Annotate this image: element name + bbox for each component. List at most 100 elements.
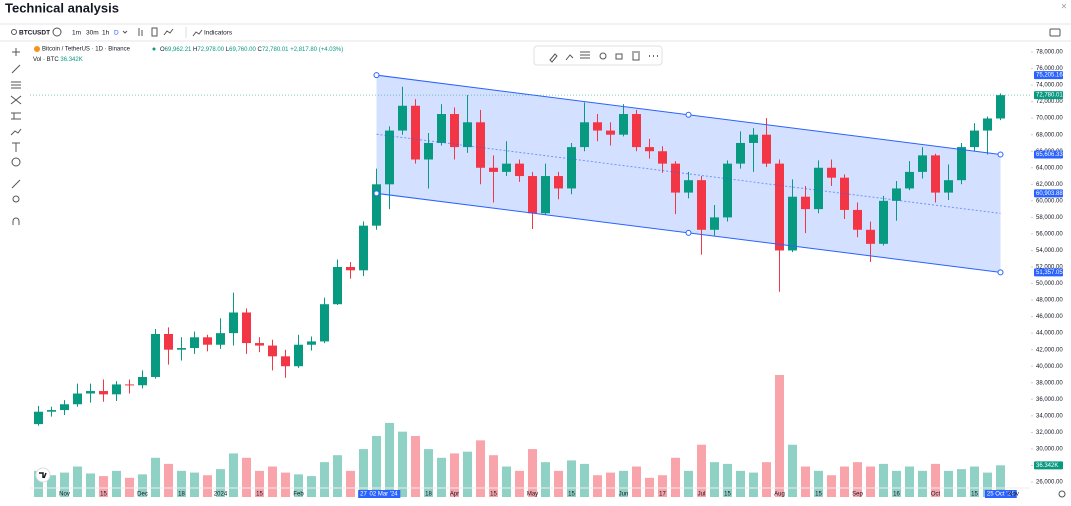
volume-bar xyxy=(255,470,264,497)
candle-body xyxy=(515,163,524,177)
candle-body xyxy=(723,163,732,218)
projection-tool[interactable] xyxy=(11,112,21,120)
candle-body xyxy=(697,180,706,230)
volume-bar xyxy=(918,470,927,497)
ohlc-legend: O69,962.21 H72,978.00 L69,760.00 C72,780… xyxy=(160,47,343,53)
volume-bar xyxy=(372,436,381,497)
crosshair-tool[interactable] xyxy=(12,48,20,56)
close-button[interactable]: × xyxy=(1061,2,1067,13)
x-tick-label: 02 Mar '24 xyxy=(369,492,398,498)
x-tick-label: 18 xyxy=(178,492,185,498)
volume-bar xyxy=(892,470,901,497)
x-tick-label: 15 xyxy=(971,492,978,498)
volume-bar xyxy=(203,475,212,497)
magnet-tool[interactable] xyxy=(12,217,20,225)
lock-icon[interactable] xyxy=(615,53,623,60)
candle-body xyxy=(73,393,82,405)
candle-body xyxy=(112,384,121,395)
brush-tool[interactable] xyxy=(10,128,22,136)
volume-bar xyxy=(463,451,472,497)
candle-body xyxy=(970,130,979,148)
y-tick-label: 48,000.00 xyxy=(1036,298,1063,304)
add-symbol-icon[interactable] xyxy=(52,27,62,37)
volume-bar xyxy=(385,422,394,497)
volume-bar xyxy=(684,470,693,497)
volume-bar xyxy=(359,449,368,497)
y-tick-label: 60,000.00 xyxy=(1036,198,1063,204)
y-tick-label: 42,000.00 xyxy=(1036,347,1063,353)
candle-body xyxy=(606,130,615,135)
volume-bar xyxy=(905,466,914,497)
volume-value: 36.342K xyxy=(60,57,82,63)
x-tick-highlight xyxy=(358,490,370,498)
interval-button[interactable]: 1m xyxy=(72,30,81,37)
volume-bar xyxy=(866,466,875,497)
snapshot-icon[interactable] xyxy=(1049,28,1061,37)
volume-bar xyxy=(398,431,407,497)
chevron[interactable] xyxy=(122,30,128,34)
interval-button[interactable]: 30m xyxy=(86,30,99,37)
candle-body xyxy=(125,384,134,386)
price-tag-label: 36.342K xyxy=(1036,463,1058,469)
channel-handle xyxy=(373,190,380,197)
volume-bar xyxy=(580,463,589,497)
candle-body xyxy=(736,142,745,164)
symbol-button[interactable]: BTCUSDT xyxy=(19,30,50,37)
volume-bar xyxy=(554,470,563,497)
volume-bar xyxy=(996,465,1005,497)
interval-button[interactable]: D xyxy=(114,30,119,37)
drawing-tools xyxy=(10,48,22,225)
floating-toolbar xyxy=(533,45,663,66)
candle-body xyxy=(476,122,485,168)
symbol-icon xyxy=(34,46,40,52)
chart-type-icons[interactable] xyxy=(138,27,174,37)
candle-body xyxy=(281,356,290,367)
page-title: Technical analysis xyxy=(5,0,119,15)
text-tool[interactable] xyxy=(12,142,20,152)
settings-icon[interactable] xyxy=(599,52,607,60)
candle-body xyxy=(203,337,212,345)
channel-handle xyxy=(997,269,1004,276)
y-tick-label: 72,000.00 xyxy=(1036,99,1063,105)
settings-button[interactable] xyxy=(1058,490,1066,498)
y-tick-label: 46,000.00 xyxy=(1036,314,1063,320)
volume-bar xyxy=(931,463,940,497)
icon-tool[interactable] xyxy=(11,157,21,167)
candle-body xyxy=(658,151,667,164)
volume-bar xyxy=(814,470,823,497)
volume-bar xyxy=(268,466,277,497)
y-tick-label: 38,000.00 xyxy=(1036,380,1063,386)
pattern-tool[interactable] xyxy=(10,95,22,105)
zoom-tool[interactable] xyxy=(12,195,20,203)
volume-bar xyxy=(164,463,173,497)
candle-body xyxy=(905,171,914,189)
y-tick-label: 32,000.00 xyxy=(1036,430,1063,436)
candle-body xyxy=(450,114,459,148)
volume-bar xyxy=(749,472,758,497)
legend-value: 69,962.21 xyxy=(165,47,192,53)
candle-body xyxy=(398,105,407,131)
style-icons[interactable] xyxy=(549,51,590,63)
candle-body xyxy=(671,163,680,193)
x-tick-label: 18 xyxy=(425,492,432,498)
candle-body xyxy=(710,217,719,230)
trend-line-tool[interactable] xyxy=(11,64,21,74)
fib-tool[interactable] xyxy=(11,81,21,89)
candle-body xyxy=(307,341,316,345)
volume-bar xyxy=(567,460,576,497)
volume-bar xyxy=(658,475,667,497)
x-tick-label: 15 xyxy=(568,492,575,498)
volume-bar xyxy=(60,472,69,497)
indicators-icon xyxy=(192,29,203,37)
candle-body xyxy=(99,391,108,395)
interval-button[interactable]: 1h xyxy=(102,30,110,37)
volume-bar xyxy=(229,453,238,497)
measure-tool[interactable] xyxy=(11,179,21,189)
volume-bar xyxy=(450,453,459,497)
candle-body xyxy=(47,410,56,412)
delete-icon[interactable] xyxy=(632,51,640,61)
indicators-button[interactable]: Indicators xyxy=(204,30,233,37)
price-tag-label: 75,205.16 xyxy=(1036,73,1063,79)
legend-key: L xyxy=(226,47,230,53)
x-tick-label: Nov xyxy=(59,492,70,498)
